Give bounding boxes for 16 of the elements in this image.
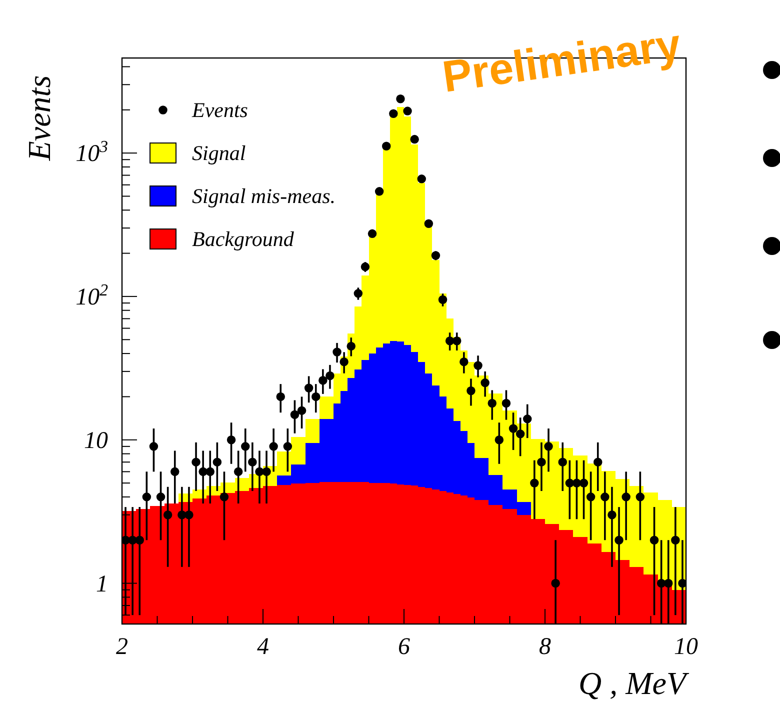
legend-label: Events [191,98,248,122]
x-tick-label: 6 [398,634,410,660]
y-axis-title: Events [21,75,57,162]
x-tick-label: 8 [539,634,551,660]
y-tick-label: 10$^{3}$ [76,136,108,168]
annotation: Preliminary [440,20,684,102]
y-tick-label: 10 [84,428,108,454]
legend-label: Signal mis-meas. [192,184,336,208]
x-tick-label: 2 [116,634,128,660]
y-tick-label: 10$^{2}$ [76,280,109,310]
legend-label: Background [192,227,294,251]
x-tick-label: 4 [257,634,269,660]
y-tick-label: 1 [96,571,108,598]
x-tick-label: 10 [674,634,698,660]
legend-label: Signal [192,141,246,165]
x-axis-title: Q , MeV [578,665,690,701]
